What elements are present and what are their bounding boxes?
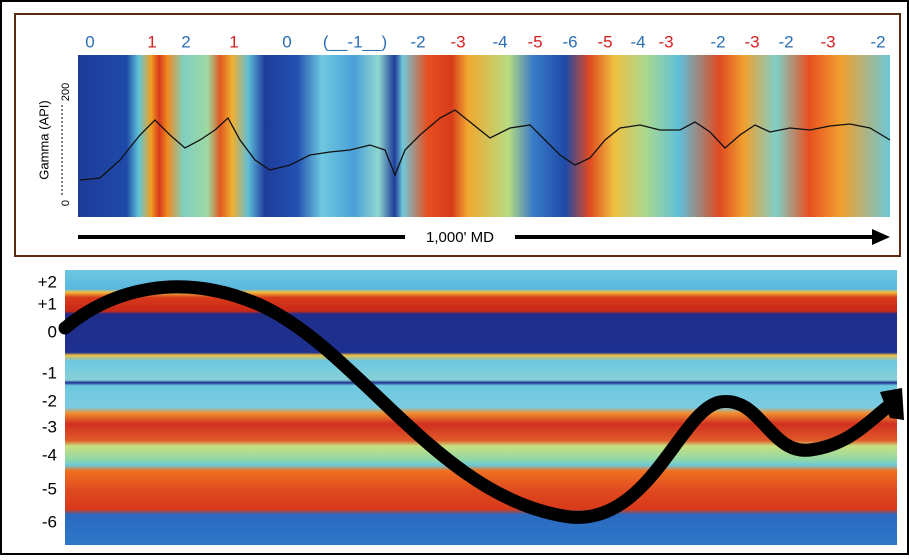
zone-label: -2: [778, 32, 793, 51]
zone-label: 0: [282, 32, 291, 51]
zone-label: -3: [450, 32, 465, 51]
zone-label: -2: [710, 32, 725, 51]
well-path-head: [880, 388, 904, 420]
zone-label: -5: [527, 32, 542, 51]
layer-label: -3: [42, 417, 57, 436]
well-path: [58, 280, 897, 524]
md-arrow-head: [872, 229, 890, 245]
y-tick-label: 200: [60, 83, 72, 101]
zone-label: -3: [820, 32, 835, 51]
gamma-image: [78, 55, 890, 217]
arrow-label: 1,000' MD: [426, 229, 494, 246]
zone-label: -6: [562, 32, 577, 51]
zone-label: -2: [870, 32, 885, 51]
layer-label: -1: [42, 363, 57, 382]
zone-label: 2: [181, 32, 190, 51]
zone-label: -2: [410, 32, 425, 51]
model-image: [65, 270, 897, 545]
layer-label: -6: [42, 512, 57, 531]
zone-label: -3: [744, 32, 759, 51]
layer-label: -5: [42, 479, 57, 498]
layer-label: 0: [48, 322, 57, 341]
zone-label: -5: [597, 32, 612, 51]
zone-label: 0: [85, 32, 94, 51]
layer-label: -2: [42, 391, 57, 410]
arrow-label-bg: [405, 228, 515, 246]
y-tick-label: 0: [60, 200, 72, 206]
zone-label: -3: [658, 32, 673, 51]
zone-label: (__-1__): [323, 32, 387, 51]
top-frame: [14, 13, 901, 257]
zone-label: -4: [492, 32, 507, 51]
layer-label: +2: [38, 272, 57, 291]
zone-label: 1: [229, 32, 238, 51]
layer-label: +1: [38, 294, 57, 313]
y-axis-title: Gamma (API): [36, 100, 51, 179]
zone-label: -4: [630, 32, 645, 51]
gamma-log: [79, 109, 891, 181]
zone-label: 1: [147, 32, 156, 51]
layer-label: -4: [42, 445, 57, 464]
